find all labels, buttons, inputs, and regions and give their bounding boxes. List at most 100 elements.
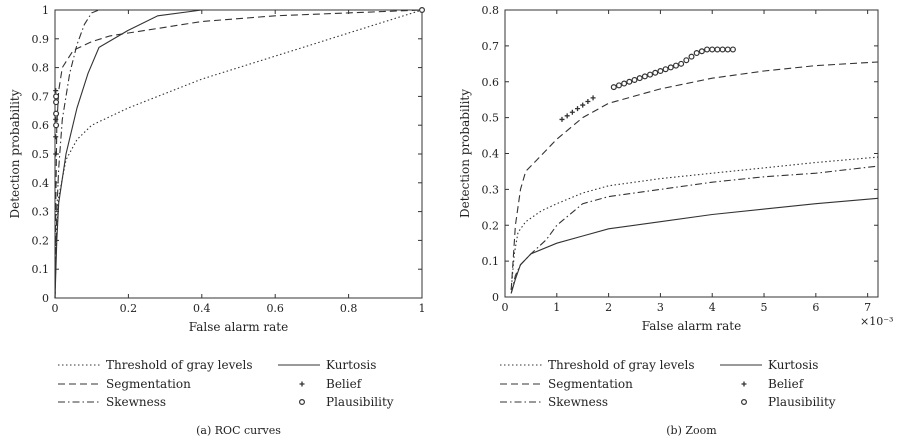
legend-plus-marker [299,381,305,387]
y-tick-label: 0.2 [32,234,50,247]
plausibility-marker [652,69,659,76]
y-tick-label: 0.1 [32,263,50,276]
plausibility-marker [657,67,664,74]
plausibility-marker [621,80,628,87]
y-tick-label: 0.8 [32,62,50,75]
legend-label: Segmentation [548,377,633,391]
y-tick-label: 0.3 [32,206,50,219]
legend-label: Plausibility [768,395,836,409]
x-tick-label: 0.2 [120,302,138,315]
plausibility-marker [53,122,60,129]
plausibility-marker [709,46,716,53]
y-tick-label: 0.7 [482,40,500,53]
plausibility-marker [724,46,731,53]
x-tick-label: 0 [502,301,509,314]
panel-zoom: 0 1 2 3 4 5 6 7 0 0.1 0.2 0.3 0.4 0.5 0.6 0.7 0.8 ×10⁻³ Fa… [458,4,893,437]
legend-plus-marker [741,381,747,387]
series-threshold-of-gray-levels-line [510,156,879,290]
plausibility-marker [688,53,695,60]
plausibility-marker [419,6,426,14]
plausibility-marker [615,82,622,89]
series-skewness-line [510,165,879,294]
legend-circle-marker [299,399,306,406]
plausibility-marker [714,46,721,53]
x-tick-label: 4 [709,301,716,314]
plausibility-marker [53,110,60,117]
y-tick-label: 0.3 [482,183,500,196]
y-tick-label: 0.7 [32,90,50,103]
belief-marker [559,116,565,122]
series-belief [559,95,596,122]
plausibility-marker [698,48,705,55]
belief-marker [53,88,59,94]
legend-label: Threshold of gray levels [106,358,252,372]
plausibility-marker [729,46,736,53]
y-tick-label: 0.4 [32,177,50,190]
belief-marker [590,95,596,101]
x-tick-label: 5 [761,301,768,314]
legend-zoom: Threshold of gray levels Segmentation Skew… [500,358,836,409]
belief-marker [53,116,59,122]
plausibility-marker [626,78,633,85]
plausibility-marker [719,46,726,53]
plausibility-marker [704,46,711,53]
legend-item-kurtosis: Kurtosis [278,358,376,372]
y-tick-label: 0.9 [32,33,50,46]
belief-marker [564,113,570,119]
belief-marker [53,134,59,140]
y-tick-label: 0.5 [482,112,500,125]
legend-label: Belief [326,377,363,391]
x-tick-label: 0 [52,302,59,315]
legend-item-threshold-of-gray-levels: Threshold of gray levels [500,358,694,372]
legend-label: Belief [768,377,805,391]
y-tick-label: 1 [42,4,49,17]
plausibility-marker [647,71,654,78]
x-axis-label: False alarm rate [189,320,288,334]
belief-marker [585,98,591,104]
x-tick-label: 0.6 [266,302,284,315]
y-axis-label: Detection probability [458,89,472,218]
legend-item-skewness: Skewness [58,395,166,409]
plausibility-marker [667,64,674,71]
plausibility-marker [672,62,679,69]
series-plausibility [610,46,736,91]
plausibility-marker [636,75,643,82]
legend-circle-marker [740,399,747,406]
plausibility-marker [610,84,617,91]
plausibility-marker [53,93,60,100]
legend-item-skewness: Skewness [500,395,608,409]
y-axis-label: Detection probability [8,89,22,218]
y-tick-label: 0.6 [482,76,500,89]
series-segmentation-line [54,9,423,299]
legend-roc: Threshold of gray levels Segmentation Skew… [58,358,394,409]
legend-item-belief: Belief [299,377,363,391]
legend-label: Plausibility [326,395,394,409]
plausibility-marker [693,50,700,57]
legend-label: Skewness [106,395,166,409]
legend-item-plausibility: Plausibility [740,395,836,409]
x-tick-label: 0.4 [193,302,211,315]
y-tick-label: 0.2 [482,219,500,232]
plausibility-marker [631,76,638,83]
plot-frame [504,9,879,298]
plausibility-marker [678,60,685,67]
panel-roc-curves: 0 0.2 0.4 0.6 0.8 1 0 0.1 0.2 0.3 0.4 0.5 0.6 0.7 0.8 0… [8,4,426,437]
belief-marker [575,106,581,112]
series-segmentation-line [510,61,879,290]
y-tick-label: 0.8 [482,4,500,17]
x-tick-label: 1 [419,302,426,315]
y-tick-label: 0 [42,292,49,305]
legend-label: Skewness [548,395,608,409]
figure-caption: (b) Zoom [666,424,717,437]
legend-label: Kurtosis [768,358,818,372]
belief-marker [53,151,59,157]
plausibility-marker [641,73,648,80]
y-tick-label: 0.1 [482,255,500,268]
plausibility-marker [662,66,669,73]
x-tick-label: 2 [605,301,612,314]
series-threshold-of-gray-levels-line [54,9,423,299]
series-kurtosis-line [510,197,879,294]
legend-item-belief: Belief [741,377,805,391]
legend-item-segmentation: Segmentation [58,377,191,391]
